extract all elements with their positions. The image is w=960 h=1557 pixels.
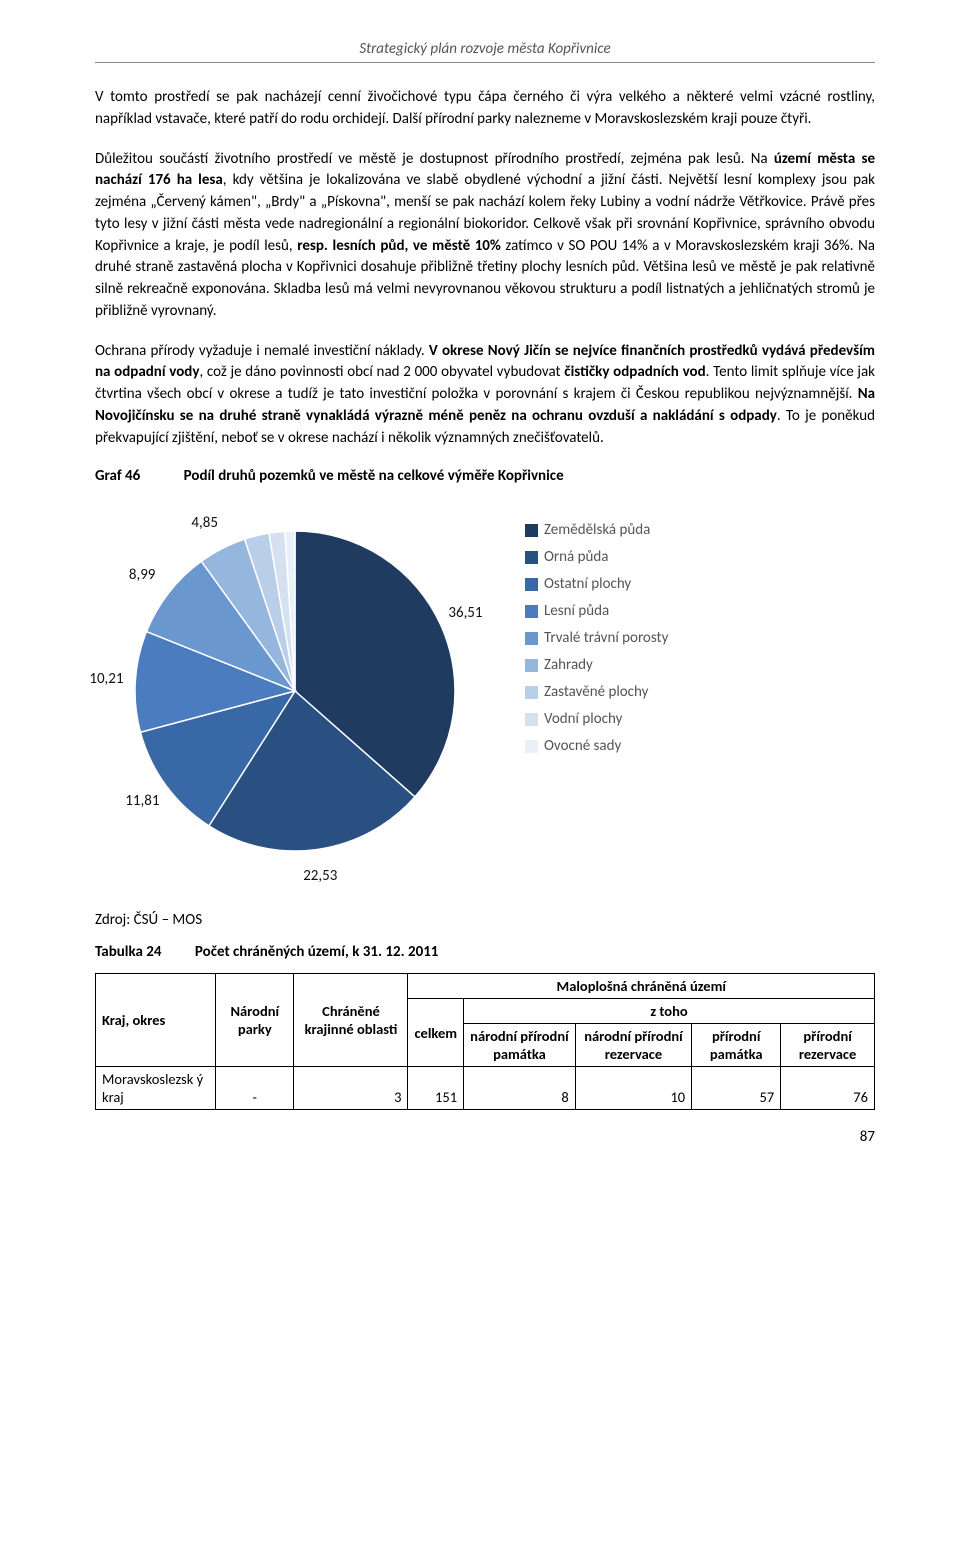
chart-legend: Zemědělská půda Orná půda Ostatní plochy Le…	[525, 501, 668, 764]
legend-swatch	[525, 659, 538, 672]
th-monument: přírodní památka	[692, 1024, 781, 1067]
legend-label: Zahrady	[544, 656, 593, 674]
legend-item: Vodní plochy	[525, 710, 668, 728]
p3-text2: , což je dáno povinnosti obcí nad 2 000 …	[199, 363, 564, 381]
p3-text: Ochrana přírody vyžaduje i nemalé invest…	[95, 342, 429, 360]
cell-name: Moravskoslezsk ý kraj	[96, 1067, 216, 1110]
legend-item: Orná půda	[525, 548, 668, 566]
legend-item: Trvalé trávní porosty	[525, 629, 668, 647]
chart-caption: Graf 46 Podíl druhů pozemků ve městě na …	[95, 467, 875, 485]
legend-swatch	[525, 578, 538, 591]
paragraph-2: Důležitou součástí životního prostředí v…	[95, 149, 875, 323]
legend-label: Ovocné sady	[544, 737, 621, 755]
pie-slice-label: 4,85	[191, 514, 218, 532]
p2-bold2: resp. lesních půd, ve městě 10%	[297, 237, 501, 255]
chart-source: Zdroj: ČSÚ – MOS	[95, 911, 875, 929]
cell-v5: 10	[575, 1067, 691, 1110]
pie-slice-label: 36,51	[448, 604, 482, 622]
th-of-which: z toho	[464, 999, 875, 1024]
paragraph-3: Ochrana přírody vyžaduje i nemalé invest…	[95, 341, 875, 450]
pie-slice-label: 22,53	[303, 867, 337, 885]
table-row: Moravskoslezsk ý kraj - 3 151 8 10 57 76	[96, 1067, 875, 1110]
th-nat-reserve: národní přírodní rezervace	[575, 1024, 691, 1067]
th-total: celkem	[408, 999, 464, 1067]
paragraph-1: V tomto prostředí se pak nacházejí cenní…	[95, 87, 875, 131]
pie-slice-label: 8,99	[129, 566, 156, 584]
cell-v6: 57	[692, 1067, 781, 1110]
cell-v1: -	[216, 1067, 294, 1110]
protected-areas-table: Kraj, okres Národní parky Chráněné kraji…	[95, 973, 875, 1110]
pie-slice-label: 10,21	[89, 670, 123, 688]
pie-slice-label: 11,81	[125, 792, 159, 810]
page-header-title: Strategický plán rozvoje města Kopřivnic…	[95, 40, 875, 58]
cell-v7: 76	[781, 1067, 875, 1110]
legend-swatch	[525, 686, 538, 699]
legend-swatch	[525, 740, 538, 753]
legend-item: Lesní půda	[525, 602, 668, 620]
legend-label: Trvalé trávní porosty	[544, 629, 668, 647]
legend-item: Ovocné sady	[525, 737, 668, 755]
pie-svg	[95, 501, 495, 881]
th-national-parks: Národní parky	[216, 974, 294, 1067]
legend-swatch	[525, 632, 538, 645]
cell-v2: 3	[294, 1067, 408, 1110]
table-header-row-1: Kraj, okres Národní parky Chráněné kraji…	[96, 974, 875, 999]
th-small-protected: Maloplošná chráněná území	[408, 974, 875, 999]
th-protected-areas: Chráněné krajinné oblasti	[294, 974, 408, 1067]
table-caption: Tabulka 24 Počet chráněných území, k 31.…	[95, 943, 875, 961]
legend-label: Zastavěné plochy	[544, 683, 648, 701]
legend-item: Zastavěné plochy	[525, 683, 668, 701]
legend-label: Lesní půda	[544, 602, 609, 620]
chart-label: Graf 46	[95, 467, 140, 485]
legend-item: Zemědělská půda	[525, 521, 668, 539]
legend-swatch	[525, 605, 538, 618]
legend-swatch	[525, 713, 538, 726]
header-divider	[95, 62, 875, 63]
legend-item: Zahrady	[525, 656, 668, 674]
legend-label: Zemědělská půda	[544, 521, 650, 539]
cell-v4: 8	[464, 1067, 576, 1110]
table-title: Počet chráněných území, k 31. 12. 2011	[195, 943, 439, 961]
chart-title: Podíl druhů pozemků ve městě na celkové …	[184, 467, 564, 485]
legend-label: Ostatní plochy	[544, 575, 631, 593]
legend-label: Vodní plochy	[544, 710, 622, 728]
th-region: Kraj, okres	[96, 974, 216, 1067]
table-label: Tabulka 24	[95, 943, 162, 961]
p2-text: Důležitou součástí životního prostředí v…	[95, 150, 774, 168]
p3-bold2: čističky odpadních vod	[564, 363, 705, 381]
th-nat-monument: národní přírodní památka	[464, 1024, 576, 1067]
document-page: Strategický plán rozvoje města Kopřivnic…	[0, 0, 960, 1166]
chart-container: 36,5122,5311,8110,218,994,85 Zemědělská …	[95, 501, 875, 881]
legend-label: Orná půda	[544, 548, 608, 566]
page-number: 87	[95, 1128, 875, 1146]
legend-swatch	[525, 524, 538, 537]
cell-v3: 151	[408, 1067, 464, 1110]
legend-swatch	[525, 551, 538, 564]
th-reserve: přírodní rezervace	[781, 1024, 875, 1067]
legend-item: Ostatní plochy	[525, 575, 668, 593]
pie-chart: 36,5122,5311,8110,218,994,85	[95, 501, 495, 881]
